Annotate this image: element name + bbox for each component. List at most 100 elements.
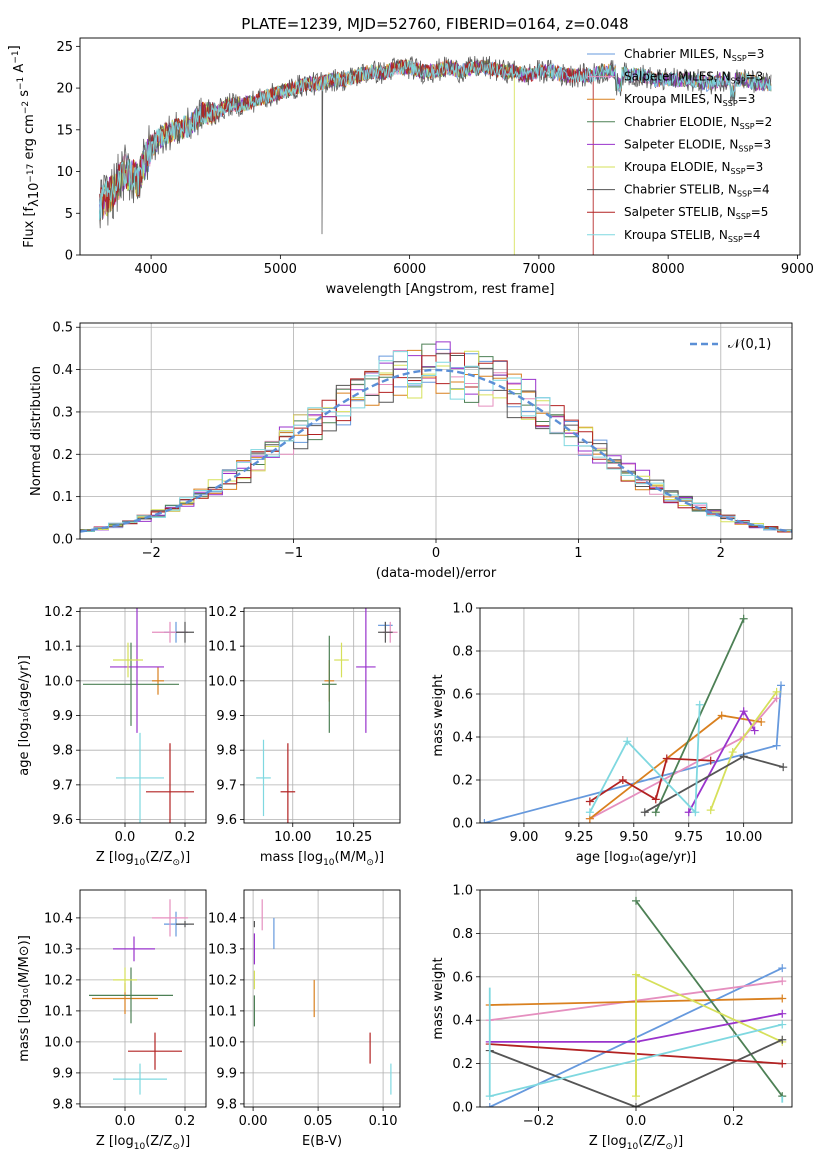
legend-label-sub: SSP	[737, 190, 752, 199]
y-tick-label: 0.2	[52, 448, 73, 463]
legend-label-value: =3	[738, 92, 756, 106]
y-tick-label: 5	[65, 207, 73, 222]
x-tick-label: 9.75	[674, 830, 703, 845]
weight-marker-salpeter-miles	[778, 977, 787, 986]
y-axis-label-part: −1	[16, 77, 26, 90]
x-tick-label: 0.2	[175, 830, 196, 845]
legend-label-value: =4	[743, 228, 761, 242]
x-tick-label: −0.2	[523, 1114, 555, 1129]
axes-frame	[243, 889, 401, 1108]
legend-label: Kroupa ELODIE, NSSP=3	[624, 160, 763, 176]
y-tick-label: 9.9	[52, 709, 73, 724]
weight-marker-chabrier-miles	[778, 964, 787, 973]
legend-label-value: =2	[755, 115, 773, 129]
y-tick-label: 9.8	[216, 744, 237, 759]
plot-area	[80, 341, 792, 533]
weight-marker-kroupa-elodie	[728, 748, 737, 757]
x-axis-label: (data-model)/error	[376, 566, 497, 581]
y-axis-label-part: ]	[7, 45, 22, 50]
y-tick-label: 0.2	[452, 1057, 473, 1072]
plot-area	[98, 55, 772, 255]
weight-marker-chabrier-stelib	[640, 808, 649, 817]
weight-line-kroupa-elodie	[635, 973, 783, 1097]
y-tick-label: 0.2	[452, 774, 473, 789]
x-axis-label-part: ⊙	[366, 858, 374, 868]
weight-marker-chabrier-stelib	[778, 1035, 787, 1044]
legend-label-value: =3	[746, 160, 764, 174]
y-tick-label: 10.3	[44, 942, 73, 957]
x-axis-label-part: Z [log	[589, 1134, 627, 1149]
y-tick-label: 9.9	[52, 1066, 73, 1081]
y-tick-label: 9.6	[216, 813, 237, 828]
y-axis-label-part: erg cm	[22, 114, 37, 163]
weight-vs-age-panel: 9.00 9.25 9.50 9.75 10.00 0.0 0.2 0.4 0.6 0.8 1.0 m…	[431, 602, 793, 865]
y-tick-label: 15	[56, 123, 73, 138]
y-tick-label: 10.0	[44, 1035, 73, 1050]
y-tick-label: 9.7	[52, 778, 73, 793]
x-tick-label: 6000	[393, 262, 426, 277]
legend-label-value: =4	[752, 183, 770, 197]
plot-area	[83, 608, 194, 823]
x-tick-label: 1	[574, 546, 582, 561]
x-axis-label-part: (Z/Z	[638, 1134, 665, 1149]
x-axis-label-part: (Z/Z	[145, 1134, 172, 1149]
x-axis-label: age [log₁₀(age/yr)]	[576, 850, 697, 865]
x-tick-label: −1	[284, 546, 303, 561]
weight-line-kroupa-stelib	[589, 704, 701, 815]
plot-area	[89, 899, 194, 1095]
x-axis-label-part: Z [log	[96, 850, 134, 865]
x-tick-label: 10.00	[725, 830, 762, 845]
normal-curve	[80, 368, 792, 533]
y-axis-label-part: 10	[27, 183, 42, 200]
y-tick-label: 9.8	[216, 1097, 237, 1112]
legend-label-name: Salpeter ELODIE, N	[624, 137, 738, 151]
y-axis-label-part: A	[12, 64, 27, 77]
y-tick-label: 20	[56, 82, 73, 97]
legend-label-sub: SSP	[736, 212, 751, 221]
legend-label-name: Chabrier STELIB, N	[624, 183, 737, 197]
plot-area	[480, 614, 788, 823]
weight-marker-kroupa-miles	[757, 717, 766, 726]
weight-line-chabrier-miles	[484, 685, 782, 823]
residuals-panel: −2 −1 0 1 2 0.0 0.1 0.2 0.3 0.4 0.5 𝒩(0,1) (data-mod…	[29, 321, 793, 581]
legend-label-name: Salpeter MILES, N	[624, 70, 731, 84]
legend-label-name: Chabrier ELODIE, N	[624, 115, 740, 129]
x-axis-label-part: (Z/Z	[145, 850, 172, 865]
y-tick-label: 0.1	[52, 490, 73, 505]
weight-marker-chabrier-stelib	[632, 1103, 640, 1107]
y-tick-label: 0.5	[52, 321, 73, 336]
y-tick-label: 9.9	[216, 1066, 237, 1081]
x-axis-label-part: Z [log	[96, 1134, 134, 1149]
weight-marker-salpeter-stelib	[651, 795, 660, 804]
y-tick-label: 0	[65, 249, 73, 264]
x-tick-label: 0.0	[115, 1114, 136, 1129]
legend-label-sub: SSP	[738, 144, 753, 153]
x-axis-label-part: )]	[180, 850, 190, 865]
y-tick-label: 10.1	[208, 640, 237, 655]
y-tick-label: 0.4	[452, 1014, 473, 1029]
y-tick-label: 10.0	[208, 1035, 237, 1050]
legend-label-sub: SSP	[732, 54, 747, 63]
y-axis-label: Normed distribution	[29, 366, 44, 496]
legend-label-sub: SSP	[740, 122, 755, 131]
x-tick-label: 0.05	[304, 1114, 333, 1129]
y-tick-label: 10.2	[44, 605, 73, 620]
weight-marker-salpeter-elodie	[739, 707, 748, 716]
axes-frame	[79, 37, 801, 256]
y-tick-label: 0.3	[52, 405, 73, 420]
x-tick-label: 9.50	[619, 830, 648, 845]
mass-vs-ebv-panel: 0.00 0.05 0.10 9.8 9.9 10.0 10.1 10.2 10.3 10.4 E(…	[208, 889, 401, 1149]
legend-label-sub: SSP	[731, 77, 746, 86]
weight-vs-metallicity-panel: −0.2 0.0 0.2 0.0 0.2 0.4 0.6 0.8 1.0 mass weight Z…	[431, 884, 793, 1152]
mass-vs-metallicity-panel: 0.0 0.2 9.8 9.9 10.0 10.1 10.2 10.3 10.4 Z [log10…	[17, 889, 207, 1152]
x-tick-label: 0.00	[239, 1114, 268, 1129]
y-axis-label: mass weight	[431, 957, 446, 1039]
y-axis-label-part: −17	[26, 164, 36, 183]
weight-marker-kroupa-miles	[717, 711, 726, 720]
y-tick-label: 10	[56, 165, 73, 180]
x-axis-label-part: 10	[134, 858, 146, 868]
x-axis-label-part: ⊙	[172, 858, 180, 868]
x-tick-label: 9000	[781, 262, 814, 277]
x-axis-label-part: 10	[323, 858, 335, 868]
y-tick-label: 10.1	[208, 1004, 237, 1019]
